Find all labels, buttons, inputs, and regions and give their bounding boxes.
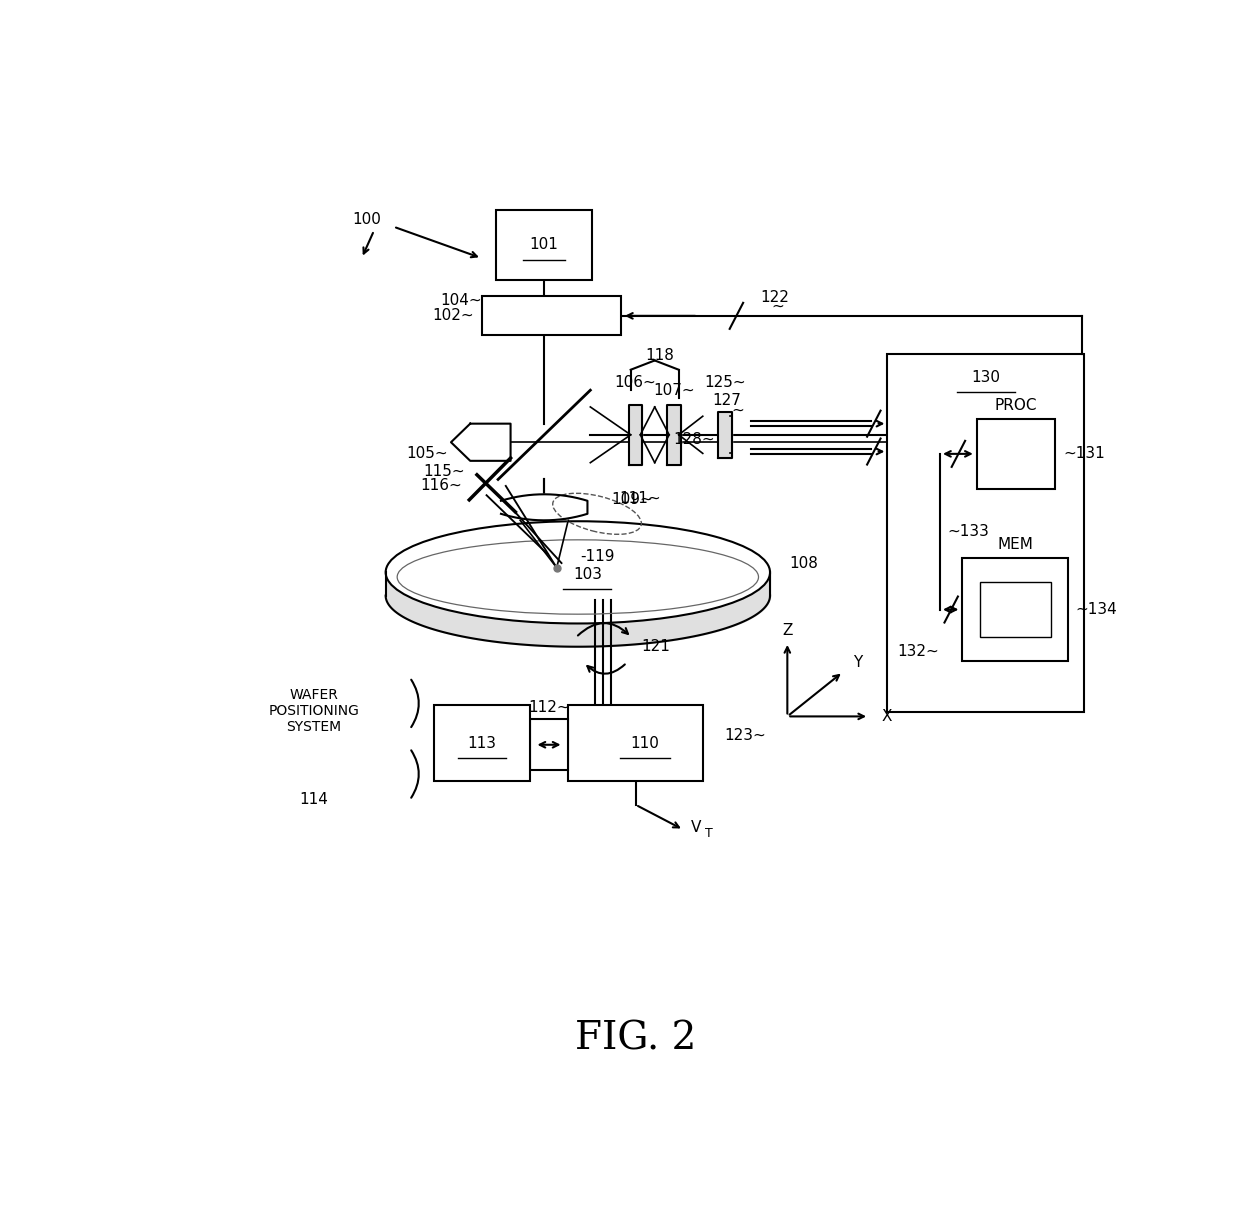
Polygon shape: [629, 404, 642, 465]
Text: ~133: ~133: [947, 524, 990, 540]
Text: 101: 101: [529, 238, 559, 252]
Text: 127: 127: [712, 393, 742, 408]
Text: ~: ~: [732, 402, 744, 418]
Text: FIG. 2: FIG. 2: [575, 1020, 696, 1057]
Text: ~: ~: [771, 299, 784, 314]
Text: V: V: [691, 821, 702, 835]
Text: 113: 113: [467, 736, 496, 751]
Text: 109~: 109~: [611, 492, 653, 507]
Text: 108: 108: [789, 555, 818, 571]
Bar: [434, 705, 529, 781]
Text: 114: 114: [299, 792, 329, 806]
Text: MEM: MEM: [997, 537, 1033, 552]
Text: 100: 100: [352, 211, 381, 227]
Bar: [977, 419, 1055, 489]
Text: 110: 110: [631, 736, 660, 751]
Text: 121: 121: [641, 640, 670, 654]
Bar: [962, 559, 1068, 660]
Text: 123~: 123~: [724, 728, 766, 742]
Text: 118: 118: [645, 349, 675, 363]
Text: 105~: 105~: [407, 445, 448, 461]
Text: 128~: 128~: [673, 432, 715, 447]
Text: ~134: ~134: [1075, 602, 1117, 617]
Text: PROC: PROC: [994, 397, 1038, 413]
Text: Z: Z: [782, 623, 792, 639]
Text: ~131: ~131: [1063, 447, 1105, 461]
Text: X: X: [882, 709, 892, 724]
Text: T: T: [704, 827, 713, 840]
Text: 112~: 112~: [528, 700, 570, 715]
Text: 122: 122: [760, 290, 790, 304]
Text: 116~: 116~: [420, 478, 463, 494]
Polygon shape: [501, 495, 588, 520]
Text: 103: 103: [573, 567, 601, 582]
Text: 132~: 132~: [897, 643, 939, 659]
Text: 106~: 106~: [615, 375, 656, 390]
Text: 125~: 125~: [704, 375, 745, 390]
Bar: [568, 705, 703, 781]
Bar: [529, 719, 568, 770]
Text: -119: -119: [580, 549, 615, 564]
Polygon shape: [718, 412, 732, 457]
Text: WAFER
POSITIONING
SYSTEM: WAFER POSITIONING SYSTEM: [268, 688, 360, 734]
Ellipse shape: [386, 521, 770, 624]
Text: 102~: 102~: [433, 308, 474, 323]
Bar: [496, 210, 593, 280]
Bar: [980, 582, 1050, 637]
Text: 130: 130: [971, 369, 1001, 385]
Bar: [481, 297, 621, 336]
Text: 115~: 115~: [424, 463, 465, 478]
Text: 111~: 111~: [619, 490, 661, 506]
Text: 107~: 107~: [653, 383, 694, 397]
Text: 104~: 104~: [440, 293, 481, 309]
Polygon shape: [667, 404, 681, 465]
Text: Y: Y: [853, 655, 862, 670]
Bar: [888, 354, 1084, 712]
